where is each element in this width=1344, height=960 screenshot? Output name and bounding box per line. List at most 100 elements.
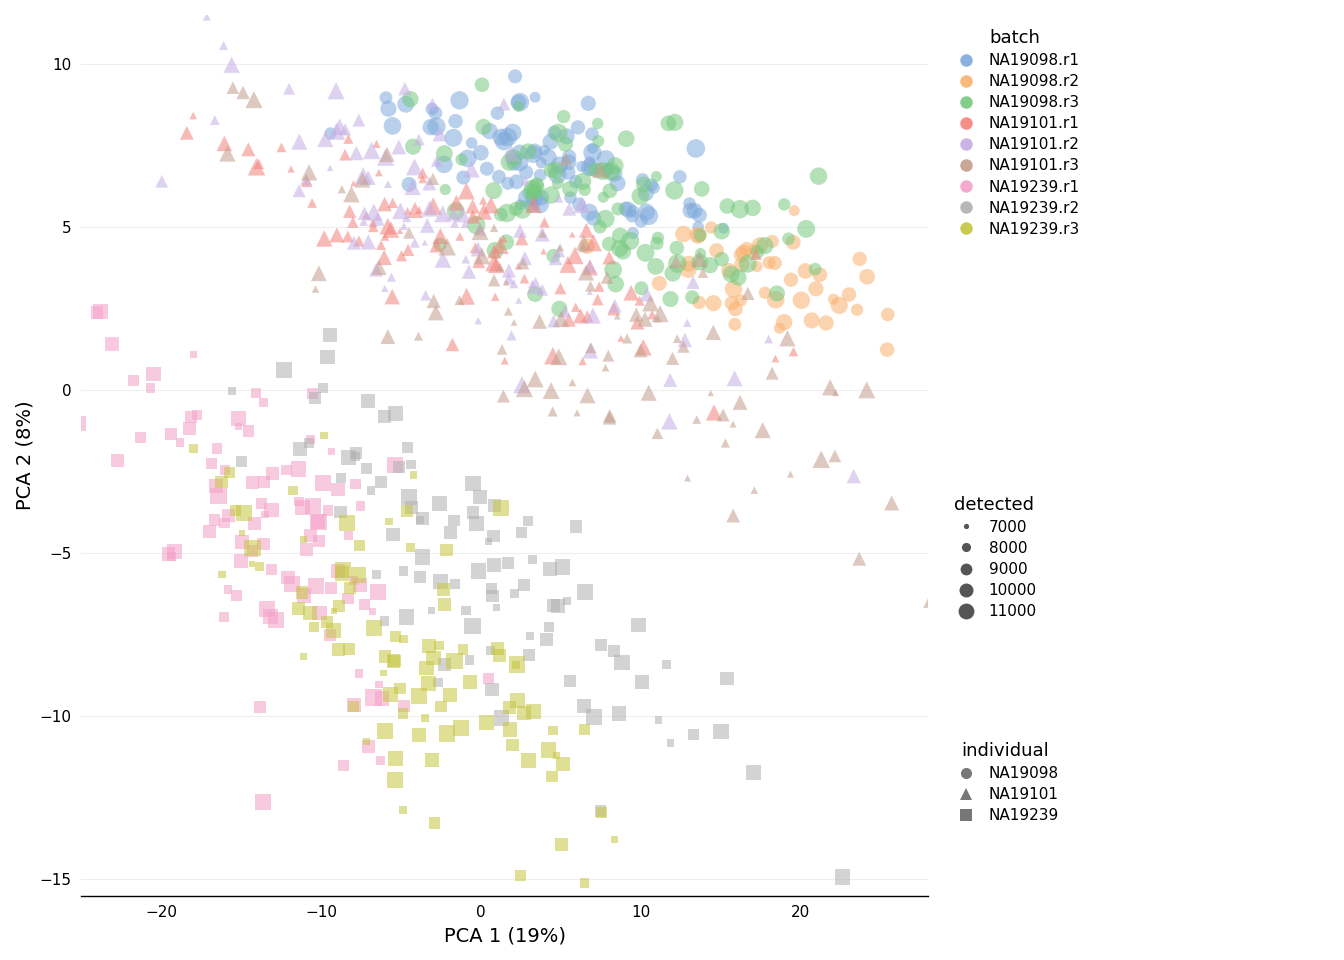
Point	[418, 638, 439, 654]
Point	[101, 337, 122, 352]
Point	[497, 556, 519, 571]
Point	[399, 490, 421, 505]
Point	[429, 237, 450, 252]
Point	[362, 143, 383, 158]
Point	[409, 688, 430, 704]
Point	[574, 585, 595, 600]
Point	[585, 162, 606, 178]
Point	[607, 202, 629, 217]
Point	[660, 291, 681, 306]
Point	[435, 726, 457, 741]
Point	[504, 155, 526, 170]
Point	[401, 457, 422, 472]
Point	[711, 724, 732, 739]
Point	[214, 516, 235, 531]
Point	[559, 673, 581, 688]
Point	[574, 876, 595, 891]
Point	[454, 216, 476, 231]
Point	[758, 255, 780, 271]
Point	[362, 604, 383, 619]
Point	[505, 658, 527, 673]
Point	[90, 303, 112, 319]
Point	[496, 234, 517, 250]
Point	[688, 295, 710, 310]
Point	[531, 282, 552, 298]
Point	[332, 565, 353, 581]
Point	[562, 374, 583, 390]
Point	[645, 258, 667, 274]
Point	[661, 350, 683, 366]
Point	[348, 665, 370, 681]
Point	[539, 562, 560, 577]
Point	[425, 304, 446, 320]
Point	[262, 467, 284, 482]
Point	[243, 92, 265, 108]
Point	[396, 210, 418, 226]
Point	[684, 203, 706, 218]
Point	[551, 837, 573, 852]
Point	[731, 257, 753, 273]
Point	[278, 81, 300, 96]
Point	[607, 176, 629, 191]
Point	[636, 204, 657, 220]
Point	[521, 276, 543, 292]
Point	[582, 127, 603, 142]
Point	[415, 288, 437, 303]
Point	[548, 244, 570, 259]
Point	[513, 706, 535, 721]
Point	[610, 330, 632, 346]
Point	[378, 329, 399, 345]
Point	[484, 273, 505, 288]
Point	[667, 255, 688, 271]
Point	[458, 652, 480, 667]
Point	[517, 753, 539, 768]
Point	[353, 597, 375, 612]
Point	[526, 180, 547, 196]
Point	[630, 188, 652, 204]
Point	[384, 406, 406, 421]
Point	[405, 235, 426, 251]
Point	[461, 135, 482, 151]
Point	[590, 804, 612, 819]
Point	[222, 80, 243, 95]
Point	[433, 156, 454, 172]
Point	[396, 503, 418, 518]
Point	[495, 353, 516, 369]
Point	[409, 728, 430, 743]
Point	[876, 307, 898, 323]
Point	[531, 227, 552, 242]
Point	[462, 476, 484, 492]
Point	[469, 224, 491, 239]
Point	[626, 315, 648, 330]
Point	[407, 328, 429, 344]
Point	[688, 252, 710, 267]
Point	[570, 308, 591, 324]
Point	[749, 238, 770, 253]
Point	[426, 154, 448, 169]
Point	[384, 629, 406, 644]
Point	[429, 495, 450, 511]
Point	[462, 505, 484, 520]
Point	[298, 435, 320, 450]
Point	[429, 126, 450, 141]
Point	[164, 543, 185, 559]
Point	[376, 147, 398, 162]
Point	[363, 690, 384, 706]
Point	[360, 483, 382, 498]
Point	[790, 293, 812, 308]
Point	[676, 315, 698, 330]
Point	[587, 133, 609, 149]
Point	[308, 266, 329, 281]
Point	[372, 665, 394, 681]
Point	[473, 204, 495, 219]
Point	[509, 197, 531, 212]
Point	[501, 146, 523, 161]
Point	[477, 534, 499, 549]
Point	[558, 256, 579, 272]
Point	[746, 245, 767, 260]
Point	[238, 142, 259, 157]
Point	[288, 493, 309, 509]
Point	[468, 313, 489, 328]
Point	[444, 576, 465, 591]
Point	[363, 219, 384, 234]
